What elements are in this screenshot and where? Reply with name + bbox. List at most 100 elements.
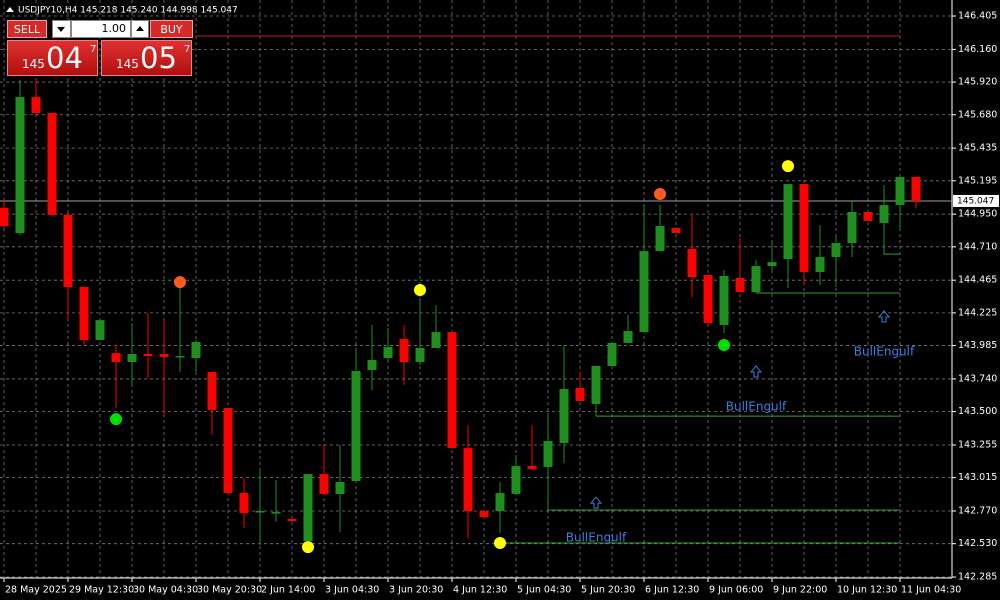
y-tick-label: 143.985 — [958, 340, 997, 351]
candle-body — [671, 228, 681, 234]
x-tick-label: 11 Jun 04:30 — [901, 585, 961, 596]
x-tick-label: 30 May 20:30 — [197, 585, 262, 596]
candle-body — [895, 176, 905, 206]
y-tick-label: 143.015 — [958, 472, 997, 483]
annotation-arrow — [877, 310, 891, 323]
x-tick-label: 2 Jun 14:00 — [261, 585, 315, 596]
y-tick-label: 143.740 — [958, 373, 997, 384]
signal-marker — [718, 339, 730, 352]
candle-body — [223, 408, 233, 494]
candle-body — [543, 441, 553, 468]
candle-body — [31, 97, 41, 113]
candle-body — [431, 332, 441, 349]
y-tick-label: 146.160 — [958, 44, 997, 55]
y-tick-label: 142.770 — [958, 506, 997, 517]
candle-body — [863, 211, 873, 221]
candle-body — [47, 112, 57, 215]
y-tick-label: 143.500 — [958, 406, 997, 417]
candle-body — [287, 519, 297, 522]
x-tick-label: 4 Jun 12:30 — [453, 585, 507, 596]
candle-body — [751, 266, 761, 293]
candle-body — [639, 251, 649, 333]
signal-marker — [110, 413, 122, 426]
y-tick-label: 146.405 — [958, 11, 997, 22]
bid-prefix: 145 — [22, 57, 45, 71]
x-tick-label: 6 Jun 12:30 — [645, 585, 699, 596]
up-arrow — [136, 26, 144, 31]
ask-price[interactable]: 145 05 7 — [101, 40, 192, 76]
annotation-arrow — [589, 496, 603, 509]
candle-body — [447, 332, 457, 449]
down-arrow — [57, 27, 65, 32]
ask-big: 05 — [140, 41, 177, 75]
candle-body — [479, 511, 489, 517]
x-tick-label: 5 Jun 04:30 — [517, 585, 571, 596]
y-tick-label: 145.920 — [958, 77, 997, 88]
y-tick-label: 145.435 — [958, 143, 997, 154]
candle-body — [95, 320, 105, 340]
candle-body — [399, 339, 409, 363]
candle-body — [79, 287, 89, 340]
candle-body — [783, 184, 793, 260]
y-tick-label: 144.950 — [958, 209, 997, 220]
signal-marker — [414, 284, 426, 297]
candle-body — [911, 176, 921, 202]
y-tick-label: 145.680 — [958, 109, 997, 120]
signal-marker — [302, 541, 314, 554]
candle-body — [271, 512, 281, 514]
candle-body — [511, 466, 521, 494]
x-tick-label: 9 Jun 06:00 — [709, 585, 763, 596]
y-tick-label: 144.465 — [958, 275, 997, 286]
candle-body — [591, 365, 601, 404]
bid-big: 04 — [46, 41, 83, 75]
candle-body — [559, 388, 569, 444]
candle-body — [575, 388, 585, 401]
candle-body — [847, 211, 857, 244]
ask-prefix: 145 — [116, 57, 139, 71]
candle-body — [735, 278, 745, 293]
candle-body — [719, 275, 729, 325]
candle-body — [111, 353, 121, 363]
current-price-box — [953, 194, 999, 207]
y-tick-label: 145.195 — [958, 175, 997, 186]
bid-point: 7 — [90, 44, 97, 55]
candle-body — [207, 371, 217, 410]
candle-body — [831, 243, 841, 258]
candle-body — [191, 342, 201, 359]
volume-down[interactable] — [52, 20, 71, 38]
buy-button[interactable]: BUY — [150, 20, 193, 38]
candle-body — [127, 354, 137, 363]
candle-body — [607, 342, 617, 366]
bid-price[interactable]: 145 04 7 — [7, 40, 98, 76]
annotation-label: BullEngulf — [854, 344, 915, 358]
candle-body — [623, 330, 633, 343]
volume-up[interactable] — [131, 20, 149, 38]
volume-input[interactable]: 1.00 — [71, 20, 131, 38]
current-price-label: 145.047 — [957, 196, 994, 206]
candle-body — [319, 474, 329, 494]
candle-body — [799, 184, 809, 273]
chart-header: USDJPY10,H4 145.218 145.240 144.998 145.… — [18, 6, 238, 16]
candle-body — [367, 359, 377, 371]
plot-area: BullEngulf BullEngulf BullEngulf — [0, 0, 952, 578]
signal-marker — [494, 537, 506, 550]
y-tick-label: 142.285 — [958, 572, 997, 583]
candle-body — [303, 474, 313, 542]
candle-body — [767, 262, 777, 267]
candle-body — [351, 371, 361, 482]
symbol-icon — [6, 7, 14, 12]
x-tick-label: 5 Jun 20:30 — [581, 585, 635, 596]
y-tick-label: 142.530 — [958, 538, 997, 549]
annotation-arrow — [749, 365, 763, 378]
candle-body — [655, 226, 665, 252]
candle-body — [815, 257, 825, 273]
y-tick-label: 144.225 — [958, 307, 997, 318]
x-tick-label: 29 May 12:30 — [69, 585, 134, 596]
candle-body — [703, 275, 713, 324]
x-tick-label: 10 Jun 12:30 — [837, 585, 897, 596]
x-tick-label: 3 Jun 04:30 — [325, 585, 379, 596]
sell-button[interactable]: SELL — [7, 20, 47, 38]
candle-body — [143, 354, 153, 357]
candle-body — [175, 356, 185, 358]
annotation-label: BullEngulf — [726, 399, 787, 413]
